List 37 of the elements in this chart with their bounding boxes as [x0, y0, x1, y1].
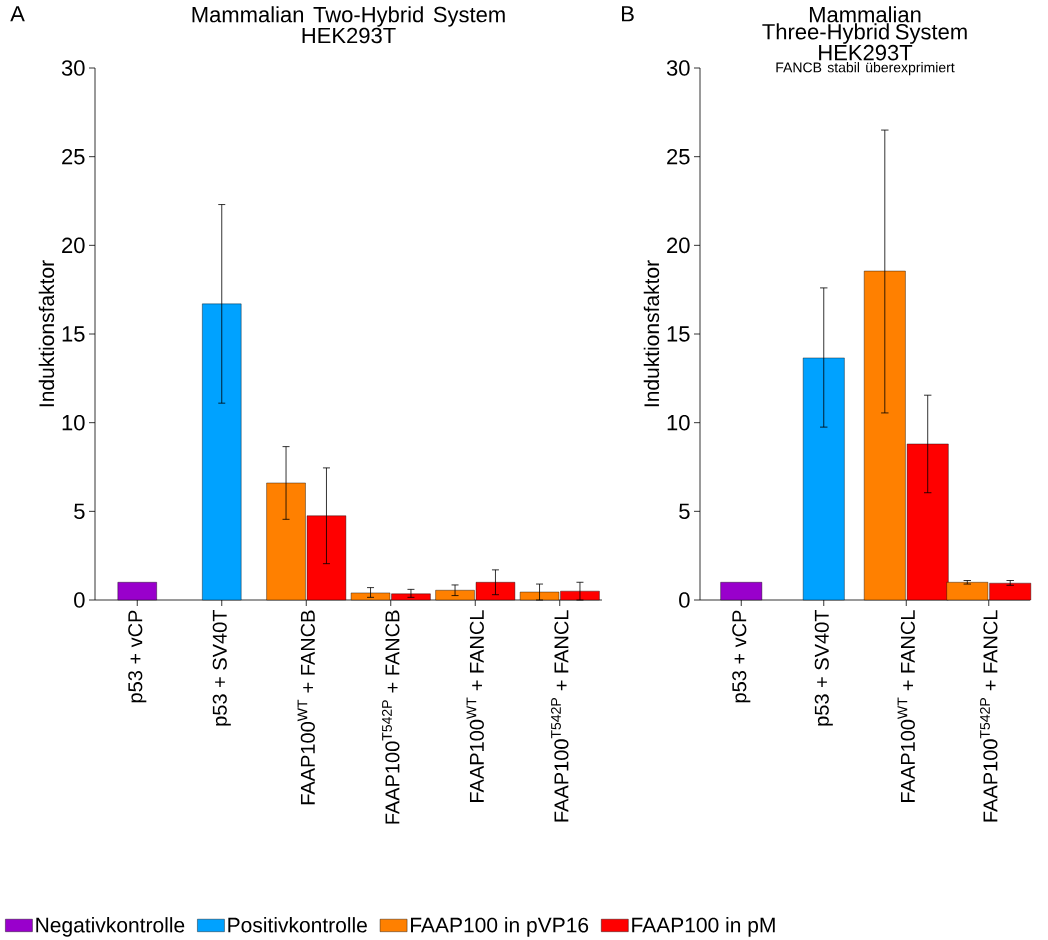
text: A [10, 6, 25, 22]
x-tick-label: FAAP100$^{T542P}$ + FANCB [381, 610, 400, 824]
legend-label: Positivkontrolle [228, 917, 367, 933]
chart-title: Mammalian Two-Hybrid System [192, 6, 505, 27]
y-tick-label: 20 [62, 237, 85, 254]
y-tick-label: 5 [679, 503, 690, 520]
y-tick-label: 0 [679, 592, 690, 608]
y-axis-title: Induktionsfaktor [38, 260, 55, 407]
y-tick-label: 20 [667, 237, 690, 254]
x-tick-label: p53 + vCP [128, 610, 147, 703]
text: B [622, 6, 634, 22]
x-tick-label: FAAP100$^{WT}$ + FANCB [297, 610, 315, 805]
y-tick-label: 15 [667, 326, 690, 342]
y-tick-label: 10 [62, 414, 85, 431]
annotation: FANCB stabil überexprimiert [776, 62, 955, 76]
x-tick-label: p53 + vCP [732, 610, 751, 703]
y-tick-label: 15 [62, 326, 85, 342]
legend-label: FAAP100 in pVP16 [411, 917, 589, 937]
y-tick-label: 25 [667, 148, 690, 165]
chart-subtitle: HEK293T [302, 27, 396, 44]
x-tick-label: p53 + SV40T [814, 610, 833, 726]
x-tick-label: FAAP100$^{WT}$ + FANCL [466, 610, 484, 802]
x-tick-label: p53 + SV40T [212, 610, 231, 726]
y-tick-label: 5 [74, 503, 85, 520]
y-tick-label: 0 [74, 592, 85, 608]
x-tick-label: FAAP100$^{T542P}$ + FANCL [980, 610, 998, 822]
chart-subtitle: HEK293T [819, 44, 913, 61]
legend-label: FAAP100 in pM [632, 917, 775, 937]
y-axis-title: Induktionsfaktor [643, 260, 660, 407]
x-tick-label: FAAP100$^{T542P}$ + FANCL [550, 610, 569, 822]
y-tick-label: 10 [667, 414, 690, 431]
y-tick-label: 30 [61, 60, 85, 76]
x-tick-label: FAAP100$^{WT}$ + FANCL [897, 610, 915, 802]
chart-title: Mammalian Three-Hybrid System [762, 6, 967, 44]
legend-label: Negativkontrolle [36, 917, 185, 937]
y-tick-label: 25 [62, 148, 85, 165]
y-tick-label: 30 [666, 60, 690, 76]
